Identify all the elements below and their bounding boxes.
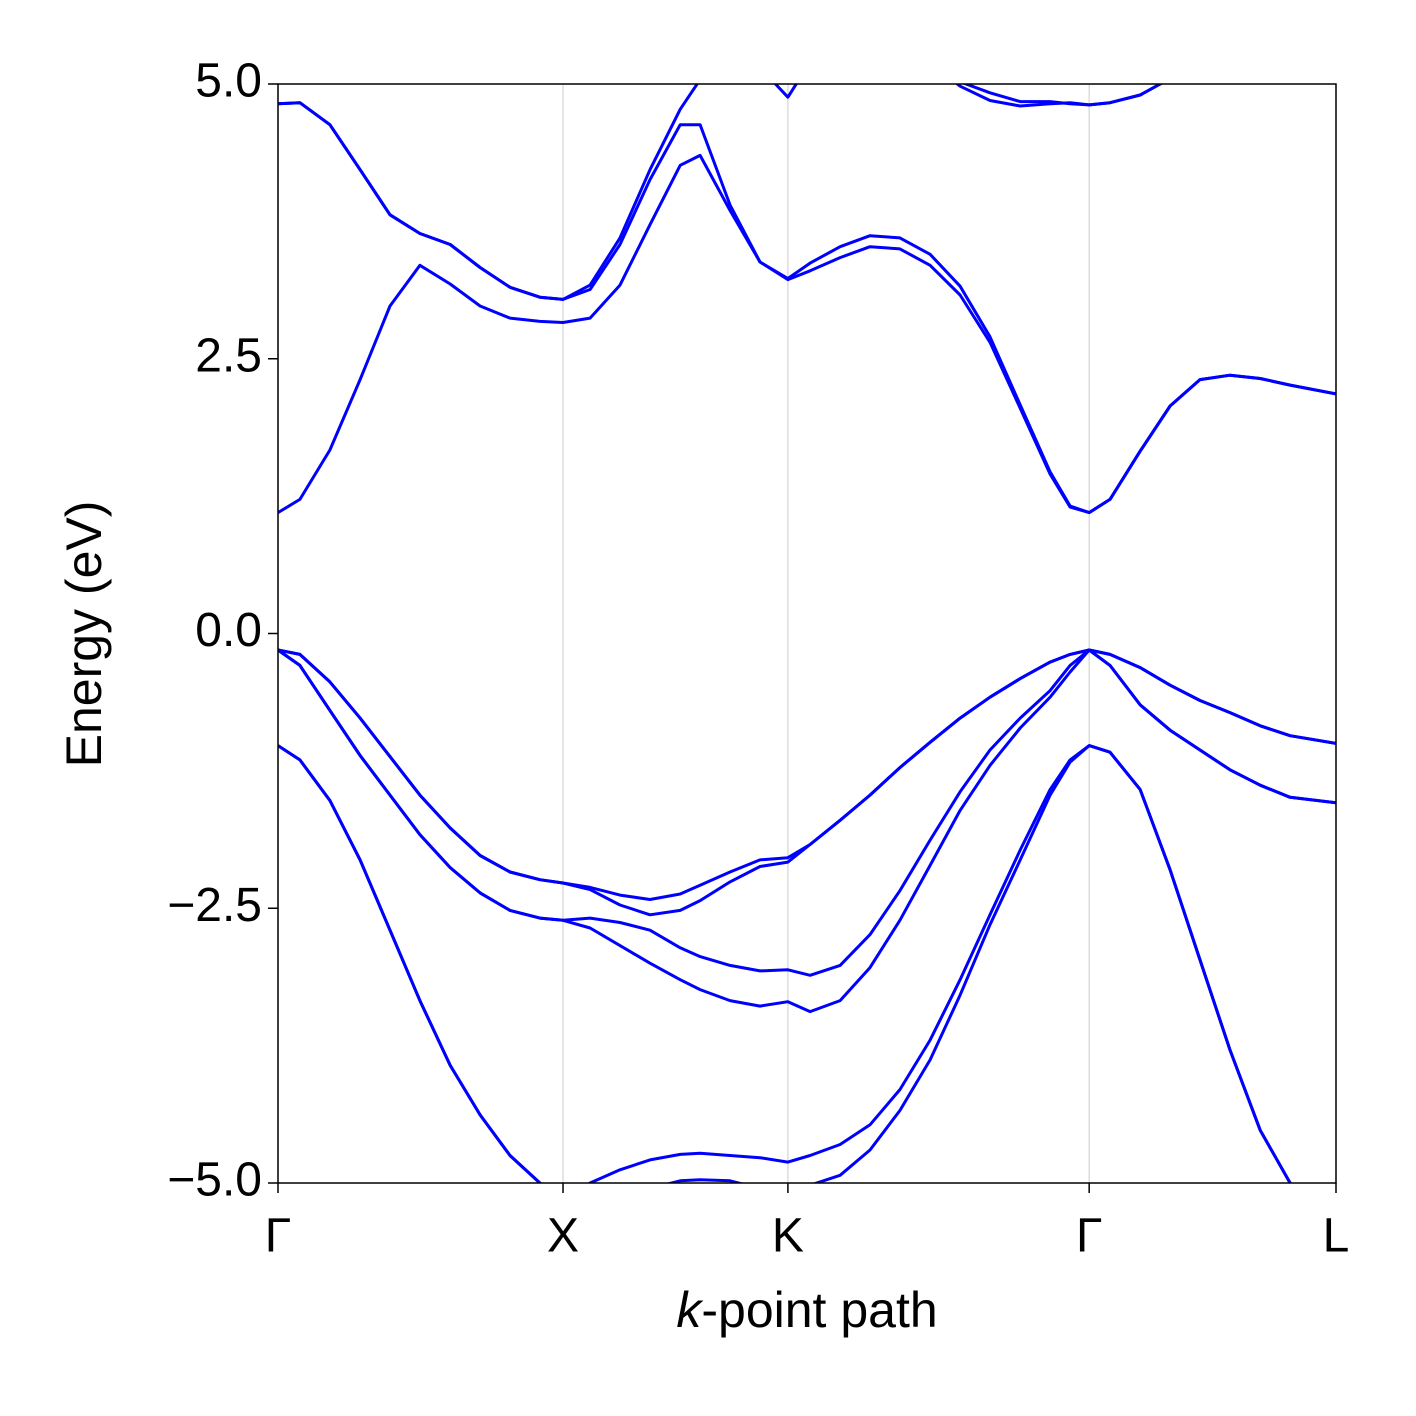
y-tick-label: 0.0 — [195, 604, 262, 657]
bands — [278, 84, 1336, 1183]
band-line — [961, 84, 1164, 107]
x-tick-label: Γ — [1076, 1210, 1102, 1263]
band-line — [278, 744, 1293, 1183]
y-tick-label: −5.0 — [167, 1154, 262, 1207]
y-tick-label: 5.0 — [195, 55, 262, 108]
band-line — [278, 84, 798, 301]
x-tick-label: L — [1323, 1210, 1350, 1263]
y-tick-label: 2.5 — [195, 329, 262, 382]
x-tick-label: Γ — [265, 1210, 291, 1263]
x-tick-label: K — [772, 1210, 804, 1263]
y-axis-label: Energy (eV) — [56, 501, 112, 768]
band-line — [278, 648, 1336, 917]
x-tick-label: X — [547, 1210, 579, 1263]
y-tick-label: −2.5 — [167, 879, 262, 932]
x-axis-label: k-point path — [676, 1282, 937, 1338]
band-line — [278, 648, 1336, 1014]
